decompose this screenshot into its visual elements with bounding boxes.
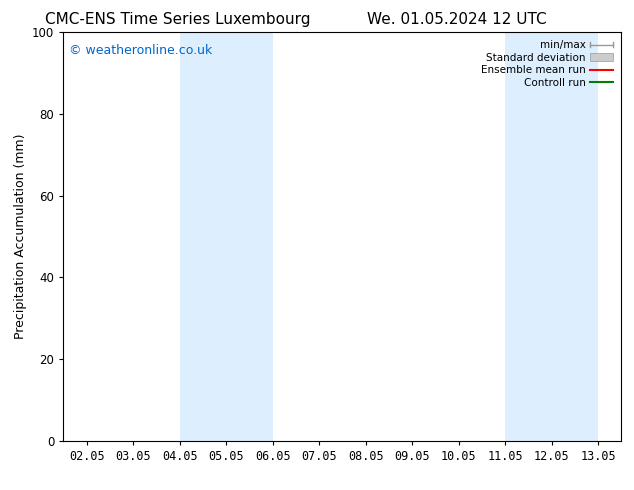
Bar	[505, 32, 598, 441]
Text: © weatheronline.co.uk: © weatheronline.co.uk	[69, 44, 212, 57]
Y-axis label: Precipitation Accumulation (mm): Precipitation Accumulation (mm)	[13, 134, 27, 339]
Text: CMC-ENS Time Series Luxembourg: CMC-ENS Time Series Luxembourg	[45, 12, 310, 27]
Legend: min/max, Standard deviation, Ensemble mean run, Controll run: min/max, Standard deviation, Ensemble me…	[478, 37, 616, 91]
Bar	[179, 32, 273, 441]
Text: We. 01.05.2024 12 UTC: We. 01.05.2024 12 UTC	[366, 12, 547, 27]
